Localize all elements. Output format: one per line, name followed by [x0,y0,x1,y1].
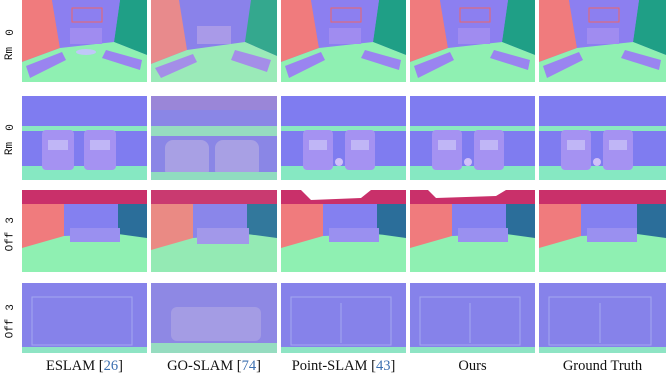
image-off3-view2-groundtruth [539,283,666,353]
image-rm0-view1-groundtruth [539,0,666,82]
column-label-goslam: GO-SLAM [74] [167,357,261,374]
method-name: Point-SLAM [291,357,368,374]
row-label-2: 0 Rm [0,96,22,180]
row-index: 0 [4,29,17,36]
image-off3-view1-pointslam [281,190,406,272]
image-rm0-view1-pointslam [281,0,406,82]
image-rm0-view1-eslam [22,0,147,82]
image-off3-view2-eslam [22,283,147,353]
method-name: GO-SLAM [167,357,234,374]
column-label-eslam: ESLAM [26] [46,357,123,374]
image-off3-view2-goslam [151,283,277,353]
citation-link[interactable]: 74 [241,357,257,374]
image-rm0-view1-goslam [151,0,277,82]
image-off3-view1-ours [410,190,535,272]
image-off3-view1-eslam [22,190,147,272]
image-rm0-view2-eslam [22,96,147,180]
citation-link[interactable]: 43 [375,357,391,374]
row-label-3: 3 Off [0,190,22,272]
row-scene: Rm [4,141,17,156]
image-rm0-view2-goslam [151,96,277,180]
column-label-groundtruth: Ground Truth [539,355,666,377]
column-label-ours: Ours [410,355,535,377]
image-off3-view2-pointslam [281,283,406,353]
image-off3-view1-goslam [151,190,277,272]
row-scene: Off [4,231,17,252]
image-off3-view1-groundtruth [539,190,666,272]
image-rm0-view2-ours [410,96,535,180]
citation-link[interactable]: 26 [103,357,119,374]
method-name: ESLAM [46,357,96,374]
row-scene: Off [4,318,17,339]
image-rm0-view1-ours [410,0,535,82]
method-name: Ground Truth [562,357,643,374]
row-scene: Rm [4,46,17,61]
method-name: Ours [458,357,487,374]
row-label-1: 0 Rm [0,4,22,82]
column-label-pointslam: Point-SLAM [43] [291,357,396,374]
row-index: 3 [4,217,17,224]
image-rm0-view2-pointslam [281,96,406,180]
row-index: 3 [4,304,17,311]
row-index: 0 [4,124,17,131]
image-off3-view2-ours [410,283,535,353]
row-label-4: 3 Off [0,283,22,353]
image-rm0-view2-groundtruth [539,96,666,180]
